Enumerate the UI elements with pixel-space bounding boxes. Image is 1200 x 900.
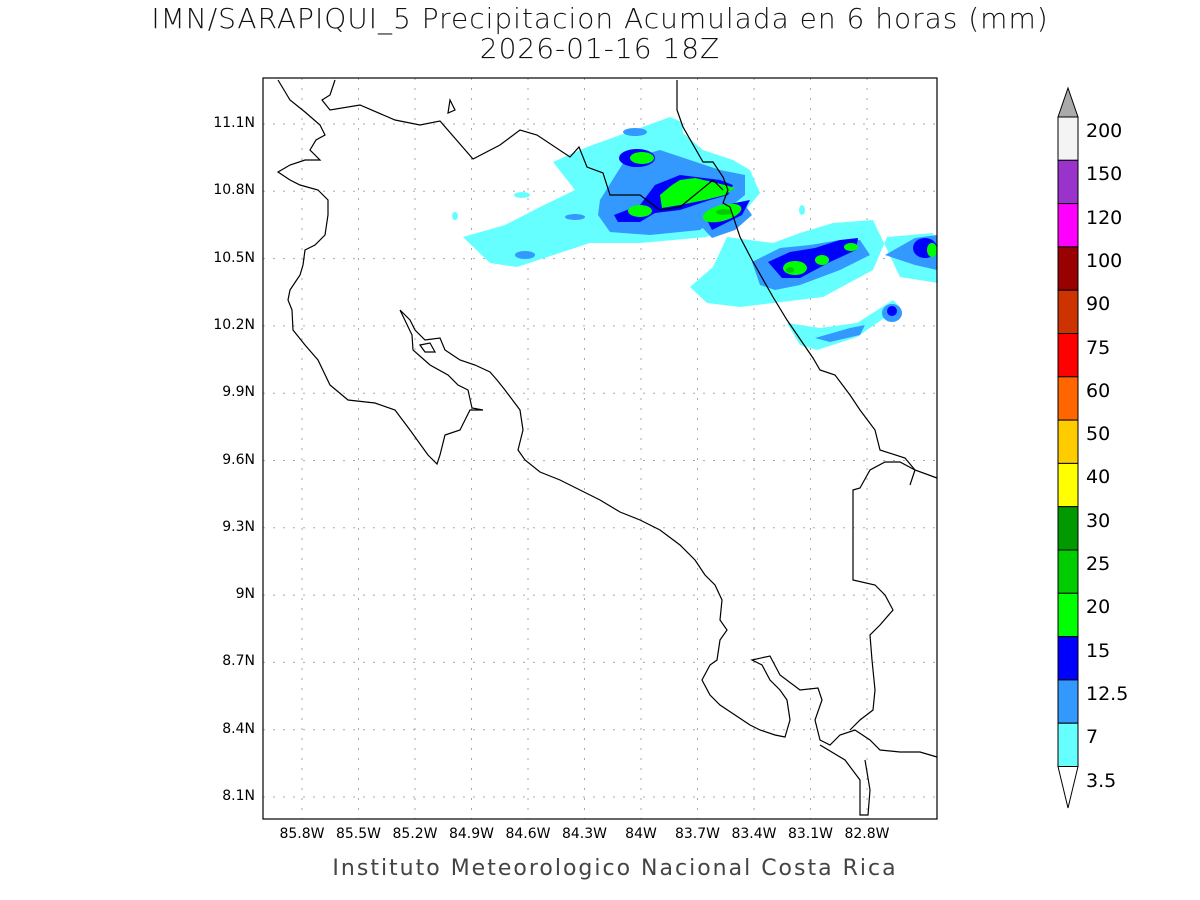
precip-3.5mm bbox=[452, 117, 938, 350]
colorbar-swatch bbox=[1057, 549, 1079, 594]
coastlines-borders bbox=[276, 79, 938, 816]
lon-tick-label: 84.9W bbox=[448, 826, 494, 842]
colorbar-label: 90 bbox=[1086, 293, 1111, 316]
colorbar-label: 7 bbox=[1086, 726, 1099, 749]
lat-tick-label: 10.2N bbox=[213, 316, 255, 333]
map-frame bbox=[262, 77, 938, 820]
precipitation-field bbox=[452, 117, 938, 350]
lon-tick-label: 82.8W bbox=[844, 826, 890, 842]
colorbar-swatch bbox=[1057, 636, 1079, 681]
colorbar-swatch bbox=[1057, 592, 1079, 638]
lon-tick-label: 83.1W bbox=[787, 826, 833, 842]
colorbar-swatch bbox=[1057, 376, 1079, 421]
lat-tick-label: 9.6N bbox=[222, 451, 255, 468]
colorbar-label: 50 bbox=[1086, 423, 1111, 446]
lon-tick-label: 83.7W bbox=[674, 826, 720, 842]
lat-tick-label: 9.9N bbox=[222, 384, 255, 401]
colorbar-swatch bbox=[1057, 462, 1079, 508]
pacific-coast bbox=[276, 79, 938, 758]
lon-tick-label: 83.4W bbox=[731, 826, 777, 842]
colorbar-label: 200 bbox=[1086, 120, 1123, 142]
caribbean-coast bbox=[676, 80, 938, 479]
colorbar-swatch bbox=[1057, 159, 1079, 205]
lon-tick-label: 85.8W bbox=[279, 826, 325, 842]
map-title: IMN/SARAPIQUI_5 Precipitacion Acumulada … bbox=[151, 2, 1049, 35]
colorbar bbox=[1057, 86, 1079, 809]
colorbar-under-triangle bbox=[1057, 766, 1079, 809]
colorbar-label: 120 bbox=[1086, 206, 1123, 229]
lat-tick-label: 11.1N bbox=[213, 115, 255, 131]
colorbar-label: 40 bbox=[1086, 466, 1111, 489]
colorbar-swatch bbox=[1057, 506, 1079, 551]
lon-tick-label: 85.5W bbox=[335, 826, 381, 842]
colorbar-label: 30 bbox=[1086, 509, 1111, 532]
footer-credit: Instituto Meteorologico Nacional Costa R… bbox=[332, 856, 898, 881]
colorbar-label: 100 bbox=[1086, 249, 1123, 272]
island bbox=[447, 98, 456, 114]
colorbar-swatch bbox=[1057, 289, 1079, 335]
panama-border bbox=[849, 461, 916, 731]
lat-tick-label: 9N bbox=[235, 586, 255, 603]
lat-tick-label: 8.7N bbox=[222, 653, 255, 670]
lon-tick-label: 85.2W bbox=[392, 826, 438, 842]
lon-tick-label: 84.6W bbox=[505, 826, 551, 842]
colorbar-label: 75 bbox=[1086, 336, 1111, 359]
colorbar-label: 150 bbox=[1086, 163, 1123, 186]
colorbar-over-triangle bbox=[1057, 86, 1079, 118]
lat-tick-label: 10.5N bbox=[213, 249, 255, 266]
colorbar-label: 12.5 bbox=[1086, 682, 1129, 705]
colorbar-label: 20 bbox=[1086, 596, 1111, 619]
colorbar-swatch bbox=[1057, 679, 1079, 724]
colorbar-label: 60 bbox=[1086, 379, 1111, 402]
lat-tick-label: 8.4N bbox=[222, 720, 255, 737]
colorbar-label: 25 bbox=[1086, 553, 1111, 575]
colorbar-swatch bbox=[1057, 203, 1079, 248]
lat-tick-label: 10.8N bbox=[213, 182, 255, 199]
colorbar-label: 15 bbox=[1086, 639, 1111, 662]
colorbar-swatch bbox=[1057, 246, 1079, 291]
lon-tick-label: 84.3W bbox=[561, 826, 607, 842]
gridlines bbox=[263, 78, 937, 819]
lon-tick-label: 84W bbox=[625, 826, 657, 842]
nicaragua-border bbox=[321, 79, 724, 211]
colorbar-label: 3.5 bbox=[1086, 769, 1117, 792]
colorbar-swatch bbox=[1057, 333, 1079, 378]
precip-20mm bbox=[716, 209, 794, 273]
nicoya-island bbox=[418, 342, 437, 353]
colorbar-swatch bbox=[1057, 116, 1079, 161]
lat-tick-label: 9.3N bbox=[222, 518, 255, 535]
osa-south-coast bbox=[819, 744, 871, 816]
colorbar-swatch bbox=[1057, 419, 1079, 464]
lat-tick-label: 8.1N bbox=[222, 788, 255, 804]
map-subtitle: 2026-01-16 18Z bbox=[479, 32, 721, 65]
colorbar-swatch bbox=[1057, 722, 1079, 768]
